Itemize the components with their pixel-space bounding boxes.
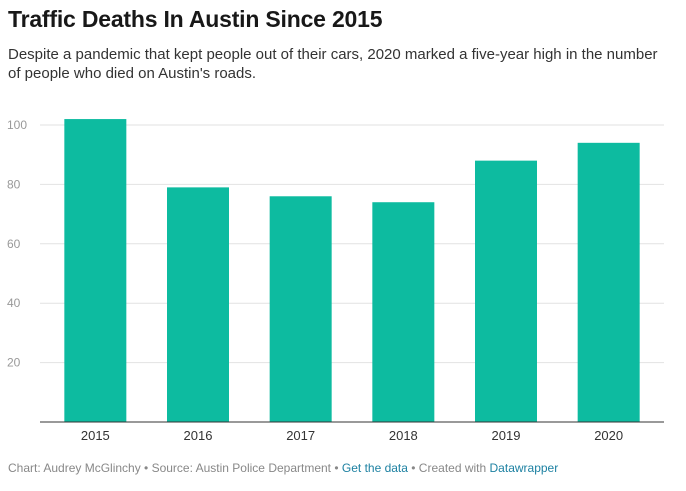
chart-subtitle: Despite a pandemic that kept people out … xyxy=(8,46,658,82)
y-axis-ticks: 100 80 60 40 20 xyxy=(7,118,27,370)
y-tick-label: 40 xyxy=(7,296,21,310)
bar-2016[interactable] xyxy=(167,187,229,422)
bar-chart: 100 80 60 40 20 2015 2016 2017 2018 2019 2020 xyxy=(7,118,664,443)
chart-footer: Chart: Audrey McGlinchy • Source: Austin… xyxy=(8,461,558,475)
x-tick-label: 2017 xyxy=(286,428,315,443)
footer-separator: • Created with xyxy=(407,461,490,475)
chart-title: Traffic Deaths In Austin Since 2015 xyxy=(8,6,383,32)
x-tick-label: 2018 xyxy=(389,428,418,443)
datawrapper-link[interactable]: Datawrapper xyxy=(489,461,559,475)
x-tick-label: 2019 xyxy=(492,428,521,443)
get-the-data-link[interactable]: Get the data xyxy=(341,461,408,475)
y-tick-label: 80 xyxy=(7,177,21,191)
x-axis-ticks: 2015 2016 2017 2018 2019 2020 xyxy=(81,428,623,443)
y-tick-label: 100 xyxy=(7,118,27,132)
bars xyxy=(64,119,640,422)
gridlines xyxy=(40,124,664,364)
bar-2015[interactable] xyxy=(64,119,127,422)
y-tick-label: 60 xyxy=(7,237,21,251)
x-tick-label: 2015 xyxy=(81,428,110,443)
x-tick-label: 2016 xyxy=(184,428,213,443)
footer-credit: Chart: Audrey McGlinchy • Source: Austin… xyxy=(8,461,342,475)
bar-2020[interactable] xyxy=(577,142,640,422)
x-tick-label: 2020 xyxy=(594,428,623,443)
chart-area: 100 80 60 40 20 2015 2016 2017 2018 2019 2020 xyxy=(0,100,686,455)
bar-2019[interactable] xyxy=(475,160,537,422)
bar-2017[interactable] xyxy=(269,196,332,422)
y-tick-label: 20 xyxy=(7,356,21,370)
bar-2018[interactable] xyxy=(372,202,435,422)
